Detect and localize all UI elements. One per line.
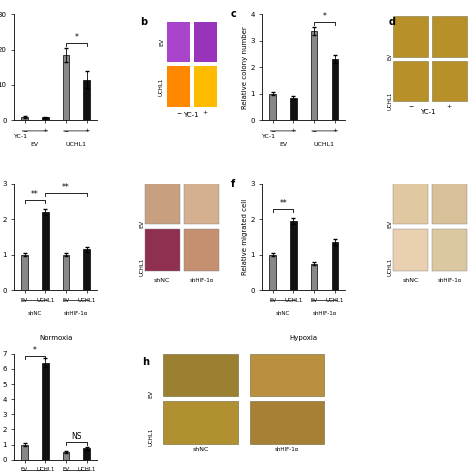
Text: YC-1: YC-1 <box>14 134 28 139</box>
Text: EV: EV <box>148 390 153 398</box>
Bar <box>311 31 318 120</box>
Text: shNC: shNC <box>402 278 419 283</box>
Text: *: * <box>74 33 78 42</box>
Text: shHIF-1α: shHIF-1α <box>64 311 89 316</box>
Bar <box>393 182 428 224</box>
Bar <box>163 354 237 396</box>
Y-axis label: Relative colony number: Relative colony number <box>242 26 247 109</box>
Bar <box>83 80 90 120</box>
Bar <box>311 264 318 290</box>
Text: YC-1: YC-1 <box>420 109 436 115</box>
Bar <box>194 66 217 107</box>
Text: **: ** <box>279 199 287 208</box>
Text: shHIF-1α: shHIF-1α <box>275 447 300 452</box>
Bar <box>250 401 325 444</box>
Text: Normoxia: Normoxia <box>39 335 72 341</box>
Text: UCHL1: UCHL1 <box>139 257 144 276</box>
Text: UCHL1: UCHL1 <box>159 77 164 96</box>
Bar <box>63 255 69 290</box>
Text: EV: EV <box>387 53 392 60</box>
Bar <box>184 182 219 224</box>
Text: shNC: shNC <box>154 278 171 283</box>
Bar <box>250 354 325 396</box>
Bar <box>21 117 28 120</box>
Text: EV: EV <box>387 220 392 228</box>
Bar <box>63 452 69 460</box>
Text: EV: EV <box>139 220 144 228</box>
Bar <box>432 182 467 224</box>
Text: EV: EV <box>279 142 287 146</box>
Bar <box>21 255 28 290</box>
Bar <box>393 61 428 101</box>
Text: +: + <box>203 110 208 115</box>
Text: d: d <box>388 18 395 27</box>
Bar <box>194 22 217 62</box>
Bar <box>145 228 180 271</box>
Text: f: f <box>231 179 235 189</box>
Bar <box>63 55 69 120</box>
Bar <box>163 401 237 444</box>
Bar <box>83 448 90 460</box>
Bar <box>331 242 338 290</box>
Text: shNC: shNC <box>28 311 42 316</box>
Bar <box>42 363 48 460</box>
Text: **: ** <box>62 183 70 192</box>
Bar <box>42 118 48 120</box>
Text: YC-1: YC-1 <box>183 112 199 118</box>
Text: shHIF-1α: shHIF-1α <box>312 311 337 316</box>
Text: −: − <box>176 110 182 115</box>
Y-axis label: Relative migrated cell: Relative migrated cell <box>242 199 247 275</box>
Bar <box>432 61 467 101</box>
Text: shNC: shNC <box>192 447 209 452</box>
Bar <box>167 66 191 107</box>
Bar <box>184 228 219 271</box>
Bar <box>393 16 428 57</box>
Text: EV: EV <box>31 142 39 146</box>
Text: NS: NS <box>71 432 82 441</box>
Text: *: * <box>33 346 37 355</box>
Text: UCHL1: UCHL1 <box>148 427 153 446</box>
Bar <box>432 228 467 271</box>
Bar <box>167 22 191 62</box>
Bar <box>269 255 276 290</box>
Text: h: h <box>143 357 149 367</box>
Text: shHIF-1α: shHIF-1α <box>438 278 463 283</box>
Bar <box>21 445 28 460</box>
Bar <box>290 98 297 120</box>
Text: UCHL1: UCHL1 <box>387 257 392 276</box>
Text: Hypoxia: Hypoxia <box>290 335 318 341</box>
Bar <box>331 59 338 120</box>
Text: **: ** <box>31 190 39 199</box>
Text: *: * <box>322 12 327 21</box>
Bar <box>290 221 297 290</box>
Bar <box>432 16 467 57</box>
Text: UCHL1: UCHL1 <box>66 142 87 146</box>
Text: −: − <box>408 104 413 109</box>
Bar <box>145 182 180 224</box>
Text: UCHL1: UCHL1 <box>314 142 335 146</box>
Text: YC-1: YC-1 <box>263 134 276 139</box>
Text: UCHL1: UCHL1 <box>387 92 392 110</box>
Text: b: b <box>140 18 147 27</box>
Bar <box>42 212 48 290</box>
Bar <box>83 249 90 290</box>
Text: c: c <box>231 9 237 19</box>
Bar <box>269 94 276 120</box>
Text: shNC: shNC <box>276 311 290 316</box>
Text: EV: EV <box>159 38 164 46</box>
Bar <box>393 228 428 271</box>
Text: +: + <box>447 104 452 109</box>
Text: shHIF-1α: shHIF-1α <box>190 278 214 283</box>
